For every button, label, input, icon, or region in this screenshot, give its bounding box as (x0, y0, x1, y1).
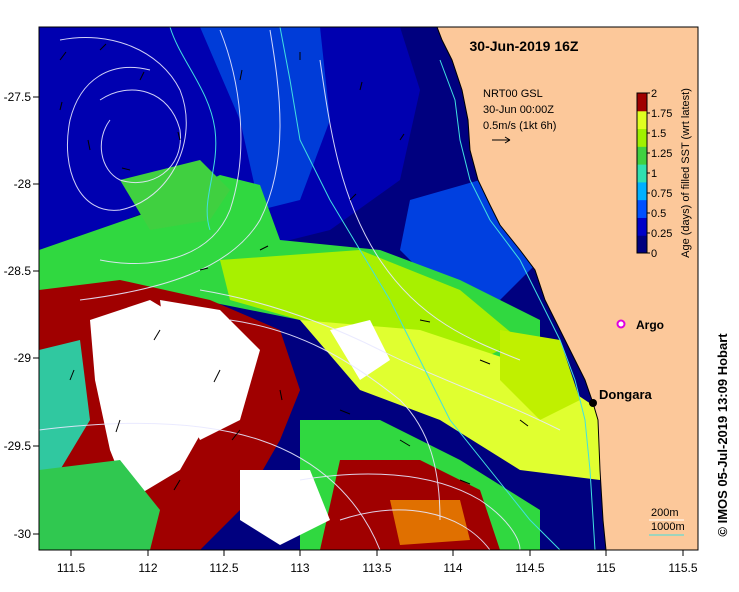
plot-frame (38, 26, 699, 551)
colorbar-tick-label: 2 (651, 88, 657, 100)
argo-marker (616, 319, 626, 329)
place-markers: Argo Dongara (589, 318, 664, 407)
depth-legend: 200m 1000m (649, 507, 685, 536)
colorbar-tick-label: 0.25 (651, 228, 672, 240)
x-tick-label: 112.5 (209, 561, 238, 575)
y-tick-label: -28 (14, 177, 32, 191)
y-tick-label: -29.5 (4, 439, 32, 453)
colorbar-label: Age (days) of filled SST (wrt latest) (680, 88, 692, 258)
y-tick-label: -30 (14, 527, 32, 541)
x-tick-label: 113.5 (362, 561, 391, 575)
depth-legend-1000: 1000m (651, 521, 685, 533)
colorbar-segment (637, 181, 647, 201)
x-tick-label: 111.5 (57, 561, 86, 575)
product-line-3: 0.5m/s (1kt 6h) (483, 120, 556, 132)
x-tick-label: 112 (138, 561, 157, 575)
colorbar-tick-label: 0.75 (651, 188, 672, 200)
colorbar-segment (637, 93, 647, 112)
argo-label: Argo (636, 318, 664, 332)
colorbar-segment (637, 164, 647, 183)
colorbar-tick-label: 1 (651, 168, 657, 180)
colorbar-tick-label: 1.75 (651, 108, 672, 120)
colorbar-tick-label: 0.5 (651, 208, 666, 220)
x-tick-label: 115.5 (668, 561, 697, 575)
colorbar-tick-label: 0 (651, 248, 657, 260)
dongara-marker (589, 399, 597, 407)
x-tick-label: 113 (290, 561, 309, 575)
product-info: NRT00 GSL 30-Jun 00:00Z 0.5m/s (1kt 6h) (483, 88, 556, 144)
x-tick-label: 114.5 (515, 561, 544, 575)
colorbar-segment (637, 235, 647, 254)
colorbar-segments (637, 93, 647, 254)
x-tick-label: 115 (596, 561, 615, 575)
x-axis: 111.5 112 112.5 113 113.5 114 114.5 115 … (57, 550, 698, 575)
sst-age-patches (39, 27, 600, 550)
x-tick-label: 114 (443, 561, 462, 575)
scale-arrow-head (504, 136, 511, 144)
y-axis: -27.5 -28 -28.5 -29 -29.5 -30 (4, 90, 39, 541)
current-streamlines (39, 29, 561, 550)
colorbar-segment (637, 110, 647, 130)
credit-text: © IMOS 05-Jul-2019 13:09 Hobart (715, 333, 730, 537)
colorbar-segment (637, 146, 647, 165)
colorbar-ticks: 0 0.25 0.5 0.75 1 1.25 1.5 1.75 2 (647, 88, 672, 260)
y-tick-label: -27.5 (4, 90, 32, 104)
product-line-1: NRT00 GSL (483, 88, 543, 100)
dongara-label: Dongara (599, 387, 653, 402)
colorbar-segment (637, 217, 647, 236)
land-mass (437, 27, 698, 550)
colorbar-tick-label: 1.5 (651, 128, 666, 140)
depth-contours (169, 27, 596, 550)
colorbar-segment (637, 128, 647, 147)
colorbar: 0 0.25 0.5 0.75 1 1.25 1.5 1.75 2 Age (days) of … (636, 88, 692, 260)
colorbar-tick-label: 1.25 (651, 148, 672, 160)
colorbar-segment (637, 199, 647, 218)
y-tick-label: -29 (14, 351, 32, 365)
product-line-2: 30-Jun 00:00Z (483, 104, 554, 116)
y-tick-label: -28.5 (4, 264, 32, 278)
map-title: 30-Jun-2019 16Z (470, 38, 579, 54)
coastline (436, 27, 607, 550)
depth-legend-200: 200m (651, 507, 679, 519)
current-vectors (59, 43, 529, 491)
